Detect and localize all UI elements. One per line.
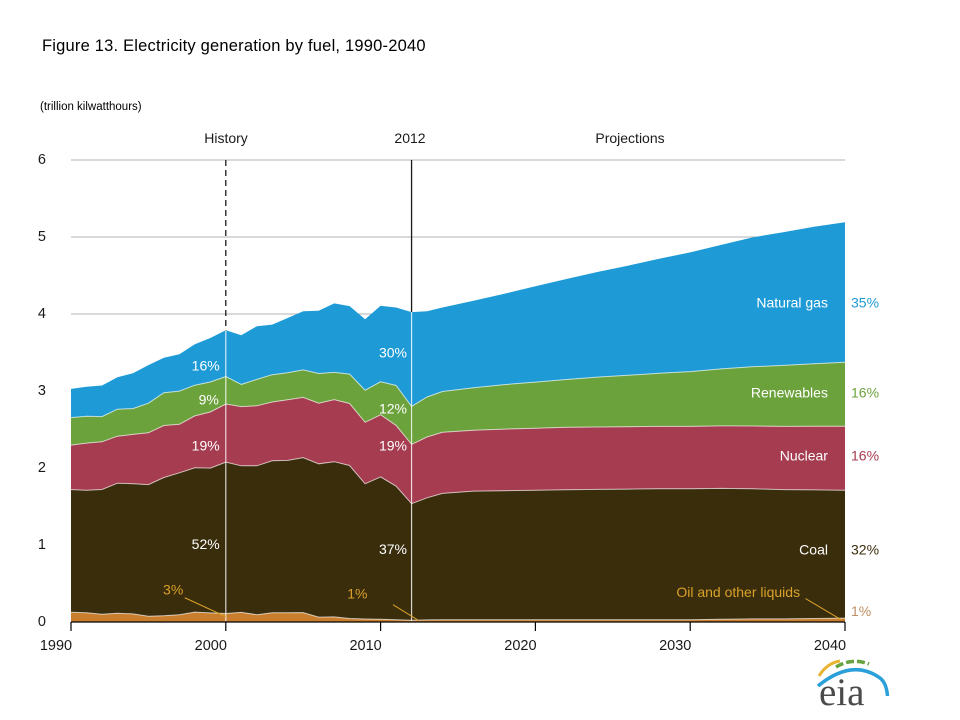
band-boundary-line [70,361,846,419]
y-tick-label: 6 [38,152,46,168]
share-label-2040: 16% [851,385,879,401]
y-tick-label: 1 [38,537,46,553]
section-label-projections: Projections [595,130,665,146]
annotation-share-label: 3% [163,582,183,598]
share-label-2040: 16% [851,448,879,464]
annotation-share-label: 19% [192,438,220,454]
eia-logo-blue-arc-icon [816,667,890,697]
annotation-share-label: 52% [192,536,220,552]
annotation-share-label: 9% [199,391,219,407]
band-boundary-line [70,396,846,446]
series-label-oil-and-other-liquids: Oil and other liquids [676,584,800,600]
y-tick-label: 4 [38,306,46,322]
annotation-leader-line [184,597,227,618]
y-tick-label: 3 [38,383,46,399]
area-nuclear [71,397,845,504]
eia-logo-gold-arc-icon [817,659,841,677]
annotation-leader-line [805,598,842,621]
x-tick-label: 1990 [40,638,72,654]
section-label-2012: 2012 [394,130,426,146]
eia-logo: eia [816,659,890,712]
figure-units: (trillion kilwatthours) [40,101,142,113]
area-renewables [71,362,845,446]
share-label-2040: 1% [851,603,871,619]
x-tick-label: 2030 [659,638,691,654]
annotation-share-label: 19% [379,438,407,454]
annotation-share-label: 16% [192,358,220,374]
band-boundary-line [70,611,846,621]
eia-logo-green-arc-icon [835,659,870,669]
band-boundary-line [70,457,846,505]
annotation-leader-line [392,604,419,621]
figure-title: Figure 13. Electricity generation by fue… [42,37,426,55]
series-label-nuclear: Nuclear [780,448,829,464]
x-tick-label: 2000 [195,638,227,654]
annotation-share-label: 30% [379,345,407,361]
series-label-natural-gas: Natural gas [756,294,828,310]
x-tick-label: 2040 [814,638,846,654]
y-tick-label: 5 [38,229,46,245]
section-label-history: History [204,130,248,146]
annotation-share-label: 37% [379,541,407,557]
area-natural-gas [71,222,845,418]
annotation-share-label: 1% [347,586,367,602]
y-tick-label: 2 [38,460,46,476]
annotation-share-label: 12% [379,401,407,417]
y-tick-label: 0 [38,614,46,630]
area-coal [71,457,845,621]
share-label-2040: 32% [851,542,879,558]
series-label-renewables: Renewables [751,385,828,401]
x-tick-label: 2010 [349,638,381,654]
share-label-2040: 35% [851,294,879,310]
series-label-coal: Coal [799,542,828,558]
area-oil-and-other-liquids [71,612,845,622]
eia-logo-text: eia [819,671,864,712]
x-tick-label: 2020 [504,638,536,654]
